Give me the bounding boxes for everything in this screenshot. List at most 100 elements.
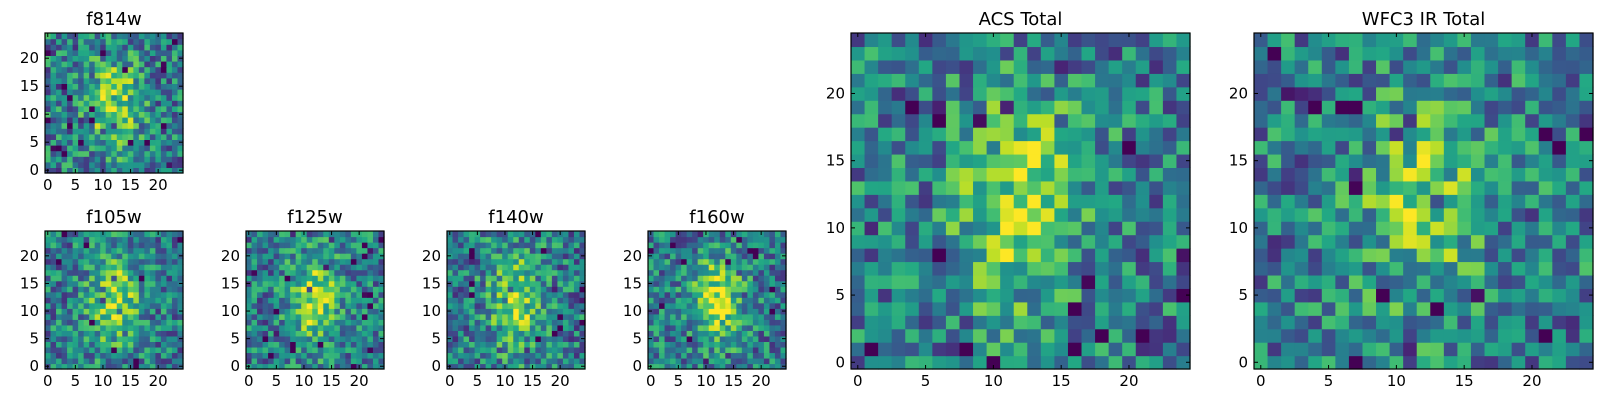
heatmap-cell [1362,86,1377,101]
heatmap-cell [127,330,134,337]
heatmap-cell [469,346,476,354]
heatmap-cell [262,308,269,315]
heatmap-cell [149,363,156,370]
heatmap-cell [878,86,893,101]
heatmap-cell [959,248,974,263]
heatmap-cell [361,253,369,260]
heatmap-cell [45,89,52,96]
heatmap-cell [491,352,498,359]
heatmap-cell [1081,33,1096,48]
heatmap-cell [918,194,933,209]
heatmap-cell [1498,328,1513,343]
heatmap-cell [546,346,553,354]
heatmap-cell [769,352,776,359]
heatmap-cell [1308,355,1323,370]
heatmap-cell [670,275,677,282]
heatmap-cell [89,236,96,243]
heatmap-cell [50,247,57,254]
heatmap-cell [878,113,893,128]
heatmap-cell [1389,288,1404,303]
heatmap-cell [251,341,258,348]
y-tick-label: 20 [20,49,39,67]
heatmap-cell [474,330,481,337]
heatmap-cell [463,236,470,243]
heatmap-cell [780,330,787,337]
heatmap-cell [111,286,118,293]
heatmap-cell [367,346,374,354]
heatmap-cell [72,111,79,118]
heatmap-cell [774,297,782,304]
heatmap-cell [127,341,134,348]
heatmap-cell [1067,221,1083,236]
heatmap-cell [518,308,525,315]
heatmap-cell [334,352,341,359]
heatmap-cell [345,357,352,365]
heatmap-cell [469,308,476,315]
heatmap-cell [50,77,57,84]
heatmap-cell [67,33,74,40]
heatmap-cell [262,352,269,359]
heatmap-cell [273,319,280,326]
heatmap-cell [447,313,454,320]
heatmap-cell [100,156,107,163]
heatmap-cell [100,161,107,168]
heatmap-cell [166,258,173,265]
heatmap-cell [540,275,547,282]
heatmap-cell [1362,194,1377,209]
heatmap-cell [284,352,291,359]
heatmap-cell [1095,167,1110,182]
heatmap-cell [155,330,162,337]
heatmap-cell [356,275,363,282]
heatmap-cell [1457,194,1472,209]
heatmap-cell [45,247,52,254]
heatmap-cell [1498,73,1513,88]
heatmap-cell [780,275,787,282]
heatmap-cell [1095,248,1110,263]
heatmap-cell [1335,140,1350,155]
heatmap-cell [166,44,173,51]
heatmap-cell [697,291,704,298]
heatmap-cell [56,139,63,146]
heatmap-cell [378,357,385,365]
axes-frame [1253,32,1594,370]
heatmap-cell [56,94,63,101]
heatmap-cell [290,236,297,243]
heatmap-cell [769,308,776,315]
heatmap-cell [116,167,123,174]
heatmap-cell [45,297,52,304]
heatmap-cell [918,127,933,142]
heatmap-cell [708,363,715,370]
heatmap-cell [686,253,693,260]
heatmap-cell [1095,234,1110,249]
x-tick-label: 20 [149,372,168,390]
heatmap-cell [568,330,575,337]
heatmap-cell [769,291,776,298]
heatmap-cell [491,308,498,315]
heatmap-cell [557,236,564,243]
heatmap-cell [50,128,57,135]
heatmap-cell [122,100,129,107]
heatmap-cell [138,150,145,157]
heatmap-cell [959,288,974,303]
heatmap-cell [1108,274,1123,289]
heatmap-cell [328,341,335,348]
heatmap-cell [905,127,920,142]
heatmap-cell [105,258,112,265]
heatmap-cell [524,357,531,365]
y-tick-label: 20 [623,247,642,265]
heatmap-cell [648,319,655,326]
heatmap-cell [67,100,74,107]
heatmap-cell [72,247,79,254]
heatmap-cell [535,330,542,337]
heatmap-cell [67,286,74,293]
heatmap-cell [127,55,134,62]
heatmap-cell [94,150,101,157]
heatmap-cell [692,363,699,370]
heatmap-cell [1484,221,1499,236]
heatmap-cell [301,297,308,304]
heatmap-cell [507,286,514,293]
heatmap-cell [1430,140,1445,155]
heatmap-cell [155,145,162,152]
heatmap-cell [741,313,748,320]
heatmap-cell [692,302,699,309]
